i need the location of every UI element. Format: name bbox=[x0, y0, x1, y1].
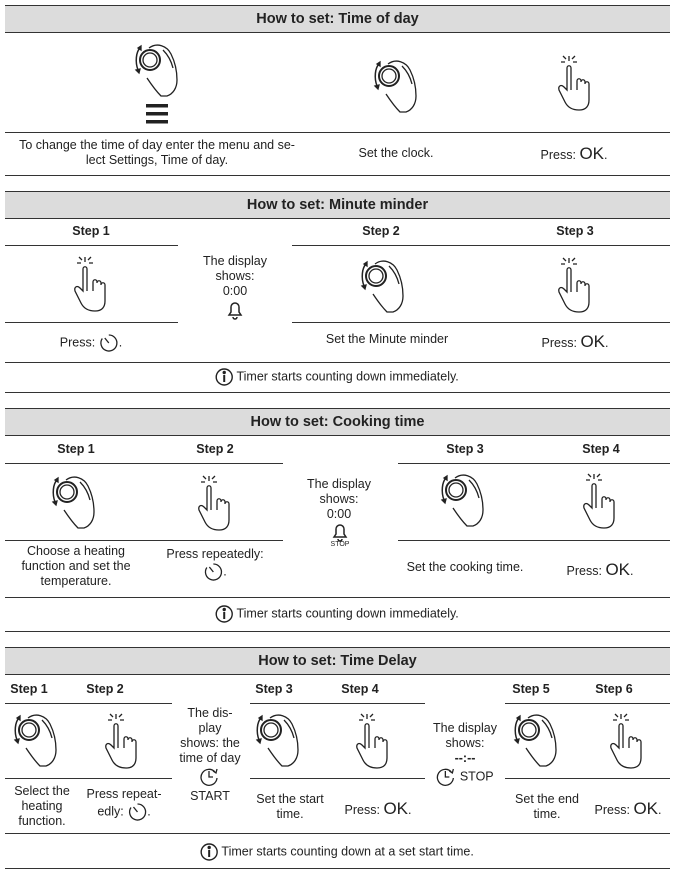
rotate-knob-icon bbox=[439, 470, 487, 533]
time-of-day-text-2: Set the clock. bbox=[358, 146, 434, 160]
minute-minder-text-3: Press: OK. bbox=[541, 332, 609, 351]
step-label: Step 3 bbox=[446, 442, 484, 456]
step-label: Step 6 bbox=[595, 682, 633, 696]
info-note: Timer starts counting down immediately. bbox=[215, 368, 459, 386]
step-label: Step 2 bbox=[362, 224, 400, 238]
step-label: Step 3 bbox=[556, 224, 594, 238]
info-icon bbox=[215, 368, 234, 386]
cooking-time-text-4: Press: OK. bbox=[566, 560, 634, 579]
timer-icon bbox=[204, 563, 223, 581]
section-title-minute-minder: How to set: Minute minder bbox=[5, 191, 670, 219]
info-note: Timer starts counting down at a set star… bbox=[200, 843, 474, 861]
time-delay-text-3: Set the start time. bbox=[256, 792, 324, 821]
rotate-knob-icon bbox=[50, 472, 98, 535]
press-hand-icon bbox=[555, 256, 595, 317]
press-hand-icon bbox=[71, 255, 111, 316]
rotate-knob-icon bbox=[12, 710, 60, 773]
display-shows-text: The display shows: 0:00 bbox=[307, 477, 371, 521]
rotate-knob-icon bbox=[133, 40, 181, 103]
press-hand-icon bbox=[580, 472, 620, 533]
clock-stop: STOP bbox=[436, 767, 494, 787]
section-title-time-delay: How to set: Time Delay bbox=[5, 647, 670, 675]
step-label: Step 1 bbox=[72, 224, 110, 238]
step-label: Step 1 bbox=[57, 442, 95, 456]
cooking-time-text-1: Choose a heating function and set the temp… bbox=[21, 544, 131, 588]
display-shows-text: The display shows: --:-- bbox=[433, 721, 497, 765]
time-delay-text-2: Press repeat-edly: . bbox=[86, 787, 162, 822]
display-shows-text: The display shows: 0:00 bbox=[203, 254, 267, 298]
display-shows-text: The dis-play shows: the time of day bbox=[179, 706, 241, 765]
step-label: Step 1 bbox=[10, 682, 48, 696]
minute-minder-text-2: Set the Minute minder bbox=[325, 332, 449, 346]
rotate-knob-icon bbox=[512, 710, 560, 773]
time-delay-text-4: Press: OK. bbox=[344, 799, 412, 818]
stop-label: STOP bbox=[330, 541, 350, 548]
rotate-knob-icon bbox=[372, 56, 420, 119]
time-of-day-text-1: To change the time of day enter the menu… bbox=[19, 138, 295, 167]
timer-icon bbox=[128, 803, 146, 821]
step-label: Step 3 bbox=[255, 682, 293, 696]
cooking-time-text-2: Press repeatedly:. bbox=[166, 547, 264, 582]
step-label: Step 2 bbox=[86, 682, 124, 696]
press-hand-icon bbox=[102, 712, 142, 773]
step-label: Step 2 bbox=[196, 442, 234, 456]
info-icon bbox=[200, 843, 219, 861]
press-hand-icon bbox=[353, 712, 393, 773]
clock-stop-icon bbox=[436, 768, 455, 786]
menu-icon bbox=[146, 104, 168, 127]
clock-start-icon bbox=[200, 767, 220, 790]
step-label: Step 4 bbox=[582, 442, 620, 456]
section-title-cooking-time: How to set: Cooking time bbox=[5, 408, 670, 436]
bell-icon bbox=[226, 300, 244, 323]
step-label: Step 4 bbox=[341, 682, 379, 696]
time-delay-text-6: Press: OK. bbox=[594, 799, 662, 818]
cooking-time-text-3: Set the cooking time. bbox=[406, 560, 524, 574]
section-title-time-of-day: How to set: Time of day bbox=[5, 5, 670, 33]
time-delay-text-1: Select the heating function. bbox=[14, 784, 70, 828]
info-icon bbox=[215, 605, 234, 623]
start-label: START bbox=[190, 789, 230, 803]
press-hand-icon bbox=[555, 54, 595, 115]
timer-icon bbox=[100, 334, 118, 352]
step-label: Step 5 bbox=[512, 682, 550, 696]
ok-label: OK bbox=[579, 144, 604, 163]
rotate-knob-icon bbox=[359, 256, 407, 319]
time-delay-text-5: Set the end time. bbox=[515, 792, 579, 821]
time-of-day-text-3: Press: OK. bbox=[540, 144, 608, 163]
rotate-knob-icon bbox=[254, 710, 302, 773]
minute-minder-text-1: Press: . bbox=[60, 333, 122, 353]
info-note: Timer starts counting down immediately. bbox=[215, 605, 459, 623]
press-hand-icon bbox=[607, 712, 647, 773]
press-hand-icon bbox=[195, 474, 235, 535]
